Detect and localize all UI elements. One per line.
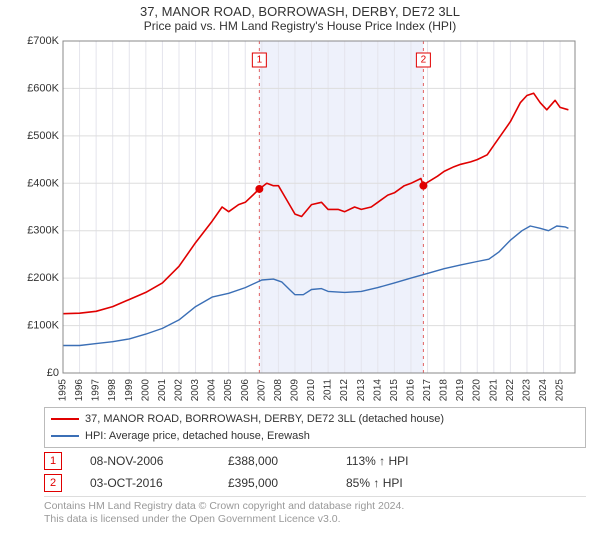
svg-text:£100K: £100K bbox=[27, 320, 59, 332]
svg-text:2018: 2018 bbox=[439, 379, 450, 402]
svg-text:2019: 2019 bbox=[455, 379, 466, 402]
svg-text:2010: 2010 bbox=[306, 379, 317, 402]
sale-row: 2 03-OCT-2016 £395,000 85% HPI bbox=[44, 474, 586, 492]
legend-swatch bbox=[51, 418, 79, 420]
price-vs-hpi-chart: 1995 1996 1997 1998 1999 2000 2001 2002 2003 2004… bbox=[15, 35, 585, 403]
svg-text:2024: 2024 bbox=[538, 379, 549, 402]
arrow-up-icon bbox=[379, 454, 385, 468]
svg-text:£300K: £300K bbox=[27, 225, 59, 237]
sale-price: £395,000 bbox=[228, 476, 318, 490]
svg-text:£700K: £700K bbox=[27, 35, 59, 47]
svg-text:1995: 1995 bbox=[58, 379, 69, 402]
svg-text:2008: 2008 bbox=[273, 379, 284, 402]
svg-text:2012: 2012 bbox=[339, 379, 350, 402]
svg-text:2005: 2005 bbox=[223, 379, 234, 402]
svg-text:1999: 1999 bbox=[124, 379, 135, 402]
svg-text:1997: 1997 bbox=[91, 379, 102, 402]
svg-text:1: 1 bbox=[257, 55, 263, 66]
svg-text:2007: 2007 bbox=[256, 379, 267, 402]
chart-legend: 37, MANOR ROAD, BORROWASH, DERBY, DE72 3… bbox=[44, 407, 586, 448]
sale-marker-icon: 1 bbox=[44, 452, 62, 470]
svg-text:2022: 2022 bbox=[505, 379, 516, 402]
svg-text:2016: 2016 bbox=[405, 379, 416, 402]
footer-line: This data is licensed under the Open Gov… bbox=[44, 513, 586, 526]
sales-list: 1 08-NOV-2006 £388,000 113% HPI 2 03-OCT… bbox=[44, 452, 586, 492]
page-title: 37, MANOR ROAD, BORROWASH, DERBY, DE72 3… bbox=[0, 4, 600, 19]
svg-text:2006: 2006 bbox=[240, 379, 251, 402]
legend-row: HPI: Average price, detached house, Erew… bbox=[51, 428, 579, 445]
svg-text:2021: 2021 bbox=[488, 379, 499, 402]
arrow-up-icon bbox=[373, 476, 379, 490]
svg-text:2017: 2017 bbox=[422, 379, 433, 402]
svg-text:£600K: £600K bbox=[27, 82, 59, 94]
svg-text:2020: 2020 bbox=[472, 379, 483, 402]
svg-text:2025: 2025 bbox=[555, 379, 566, 402]
legend-row: 37, MANOR ROAD, BORROWASH, DERBY, DE72 3… bbox=[51, 411, 579, 428]
sale-pct: 113% HPI bbox=[346, 454, 409, 468]
svg-text:1996: 1996 bbox=[74, 379, 85, 402]
svg-text:2002: 2002 bbox=[173, 379, 184, 402]
svg-text:2014: 2014 bbox=[372, 379, 383, 402]
sale-pct: 85% HPI bbox=[346, 476, 403, 490]
svg-text:2023: 2023 bbox=[521, 379, 532, 402]
svg-text:2013: 2013 bbox=[356, 379, 367, 402]
svg-text:£200K: £200K bbox=[27, 272, 59, 284]
legend-label: 37, MANOR ROAD, BORROWASH, DERBY, DE72 3… bbox=[85, 411, 444, 428]
svg-text:2000: 2000 bbox=[140, 379, 151, 402]
sale-price: £388,000 bbox=[228, 454, 318, 468]
svg-text:2009: 2009 bbox=[289, 379, 300, 402]
sale-marker-icon: 2 bbox=[44, 474, 62, 492]
legend-swatch bbox=[51, 435, 79, 437]
svg-text:2015: 2015 bbox=[389, 379, 400, 402]
svg-text:£0: £0 bbox=[47, 367, 59, 379]
legend-label: HPI: Average price, detached house, Erew… bbox=[85, 428, 310, 445]
svg-text:1998: 1998 bbox=[107, 379, 118, 402]
page-subtitle: Price paid vs. HM Land Registry's House … bbox=[0, 19, 600, 33]
footer-line: Contains HM Land Registry data © Crown c… bbox=[44, 500, 586, 513]
sale-date: 08-NOV-2006 bbox=[90, 454, 200, 468]
svg-text:2003: 2003 bbox=[190, 379, 201, 402]
footer-attribution: Contains HM Land Registry data © Crown c… bbox=[44, 496, 586, 526]
sale-row: 1 08-NOV-2006 £388,000 113% HPI bbox=[44, 452, 586, 470]
svg-text:2: 2 bbox=[421, 55, 427, 66]
svg-text:2004: 2004 bbox=[207, 379, 218, 402]
sale-date: 03-OCT-2016 bbox=[90, 476, 200, 490]
svg-text:£400K: £400K bbox=[27, 177, 59, 189]
svg-text:2001: 2001 bbox=[157, 379, 168, 402]
svg-text:£500K: £500K bbox=[27, 130, 59, 142]
svg-text:2011: 2011 bbox=[323, 379, 334, 401]
